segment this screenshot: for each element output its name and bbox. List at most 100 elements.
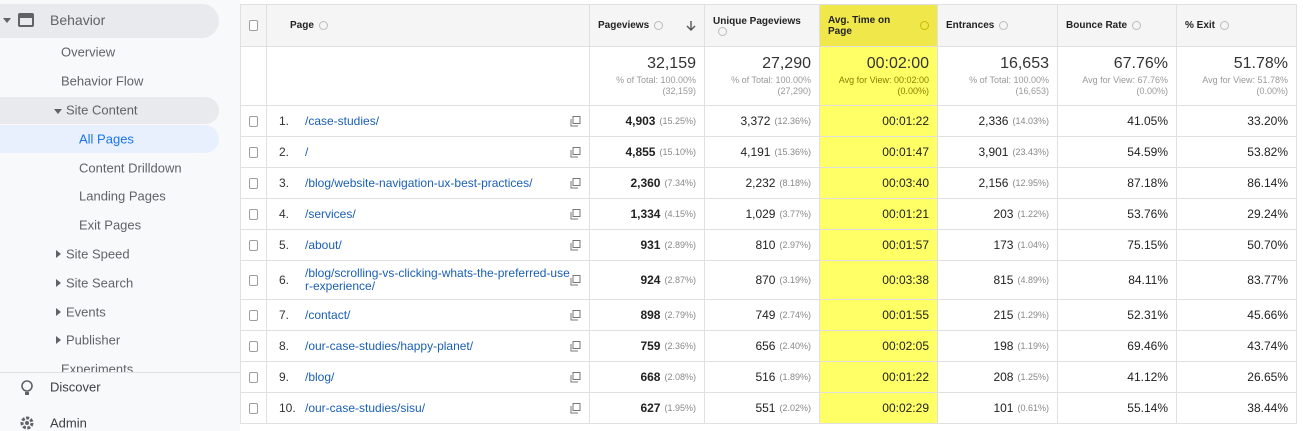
total-value: 67.76%	[1113, 55, 1168, 72]
metric-value: 2,232	[745, 176, 776, 190]
column-title[interactable]: Unique Pageviews	[713, 15, 801, 27]
open-page-icon[interactable]	[570, 340, 581, 352]
checkbox[interactable]	[249, 340, 258, 352]
column-header[interactable]: Avg. Time on Page	[820, 4, 938, 47]
nav-item[interactable]: Behavior	[50, 12, 106, 28]
column-header[interactable]: Bounce Rate	[1058, 4, 1177, 47]
metric-value: 69.46%	[1127, 339, 1168, 353]
metric-cell: 00:01:22	[820, 106, 938, 137]
expand-arrow	[54, 109, 62, 114]
metric-cell: 43.74%	[1177, 331, 1297, 362]
page-link[interactable]: /	[305, 144, 309, 159]
checkbox[interactable]	[249, 309, 258, 321]
total-cell: 32,159 % of Total: 100.00% (32,159)	[590, 47, 705, 106]
nav-item[interactable]: Site Search	[66, 275, 134, 291]
open-page-icon[interactable]	[570, 402, 581, 414]
column-title[interactable]: Bounce Rate	[1066, 20, 1128, 31]
metric-cell: 101 (0.61%)	[938, 393, 1058, 424]
column-title[interactable]: Entrances	[946, 20, 995, 31]
page-link[interactable]: /about/	[305, 237, 342, 252]
checkbox[interactable]	[249, 146, 258, 158]
metric-value: 00:03:38	[882, 273, 929, 287]
behavior-highlight	[0, 4, 219, 38]
checkbox[interactable]	[249, 177, 258, 189]
column-title[interactable]: Page	[290, 20, 314, 31]
page-link[interactable]: /contact/	[305, 307, 351, 322]
sort-arrow[interactable]	[686, 20, 696, 32]
metric-cell: 53.82%	[1177, 137, 1297, 168]
metric-value: 43.74%	[1247, 339, 1288, 353]
nav-item[interactable]: Site Speed	[66, 246, 130, 262]
metric-percent: (2.40%)	[779, 341, 811, 351]
checkbox[interactable]	[249, 20, 258, 31]
nav-item[interactable]: Events	[66, 304, 106, 320]
column-header[interactable]: Page	[267, 4, 590, 47]
open-page-icon[interactable]	[570, 208, 581, 220]
metric-value: 75.15%	[1127, 238, 1168, 252]
metric-value: 00:02:05	[882, 339, 929, 353]
checkbox[interactable]	[249, 371, 258, 383]
column-header[interactable]: Unique Pageviews	[705, 4, 820, 47]
metric-percent: (2.87%)	[664, 275, 696, 285]
page-link[interactable]: /services/	[305, 206, 356, 221]
metric-percent: (7.34%)	[664, 178, 696, 188]
column-title[interactable]: Pageviews	[598, 20, 650, 31]
metric-value: 1,029	[745, 207, 776, 221]
open-page-icon[interactable]	[570, 115, 581, 127]
nav-item[interactable]: Overview	[61, 44, 116, 60]
open-page-icon[interactable]	[570, 309, 581, 321]
column-title[interactable]: Avg. Time on Page	[828, 14, 891, 37]
nav-item[interactable]: Behavior Flow	[61, 73, 144, 89]
page-link[interactable]: /blog/scrolling-vs-clicking-whats-the-pr…	[305, 266, 570, 293]
column-title[interactable]: % Exit	[1185, 20, 1216, 31]
page-link[interactable]: /our-case-studies/sisu/	[305, 400, 426, 415]
open-page-icon[interactable]	[570, 177, 581, 189]
total-sub: (0.00%)	[897, 86, 929, 96]
metric-value: 749	[755, 308, 776, 322]
column-header[interactable]: % Exit	[1177, 4, 1297, 47]
metric-cell: 203 (1.22%)	[938, 199, 1058, 230]
metric-value: 45.66%	[1247, 308, 1288, 322]
nav-item[interactable]: Site Content	[66, 102, 138, 118]
metric-cell: 00:02:29	[820, 393, 938, 424]
checkbox[interactable]	[249, 208, 258, 220]
page-link[interactable]: /blog/	[305, 369, 335, 384]
total-sub: Avg for View: 51.78%	[1202, 75, 1288, 85]
open-page-icon[interactable]	[570, 371, 581, 383]
checkbox[interactable]	[249, 239, 258, 251]
metric-cell: 1,334 (4.15%)	[590, 199, 705, 230]
nav-discover[interactable]: Discover	[50, 379, 101, 395]
nav-admin[interactable]: Admin	[50, 415, 87, 431]
nav-item[interactable]: Landing Pages	[79, 188, 166, 204]
metric-cell: 516 (1.89%)	[705, 362, 820, 393]
row-rank: 9.	[279, 370, 290, 384]
open-page-icon[interactable]	[570, 239, 581, 251]
metric-cell: 4,855 (15.10%)	[590, 137, 705, 168]
page-link[interactable]: /blog/website-navigation-ux-best-practic…	[305, 175, 533, 190]
column-header[interactable]: Pageviews	[590, 4, 705, 47]
nav-item[interactable]: All Pages	[79, 131, 134, 147]
page-link[interactable]: /our-case-studies/happy-planet/	[305, 338, 474, 353]
checkbox[interactable]	[249, 402, 258, 414]
nav-item[interactable]: Publisher	[66, 332, 121, 348]
row-select	[240, 106, 267, 137]
metric-cell: 54.59%	[1058, 137, 1177, 168]
total-sub: (0.00%)	[1136, 86, 1168, 96]
nav-item[interactable]: Content Drilldown	[79, 160, 182, 176]
metric-value: 00:01:55	[882, 308, 929, 322]
metric-percent: (1.29%)	[1017, 310, 1049, 320]
row-rank: 5.	[279, 238, 290, 252]
metric-percent: (2.79%)	[664, 310, 696, 320]
metric-cell: 815 (4.89%)	[938, 261, 1058, 300]
open-page-icon[interactable]	[570, 274, 581, 286]
metric-cell: 924 (2.87%)	[590, 261, 705, 300]
page-link[interactable]: /case-studies/	[305, 113, 380, 128]
checkbox[interactable]	[249, 115, 258, 127]
total-value: 51.78%	[1233, 55, 1288, 72]
checkbox[interactable]	[249, 274, 258, 286]
nav-item[interactable]: Exit Pages	[79, 217, 142, 233]
row-rank: 8.	[279, 339, 290, 353]
open-page-icon[interactable]	[570, 146, 581, 158]
metric-value: 898	[640, 308, 661, 322]
column-header[interactable]: Entrances	[938, 4, 1058, 47]
